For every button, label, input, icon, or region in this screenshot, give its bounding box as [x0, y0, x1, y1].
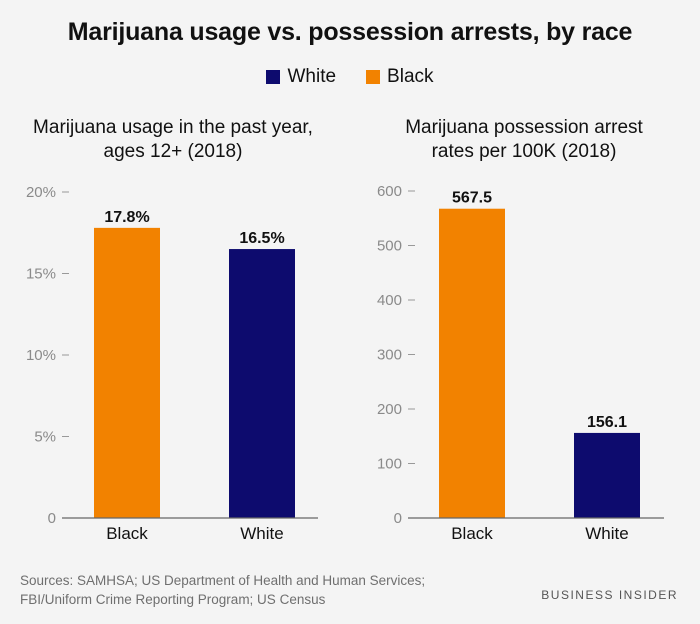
chart1-ytick-label-4: 20% — [26, 184, 56, 201]
chart2-ytick-label-1: 100 — [377, 456, 402, 473]
chart1-ytick-label-0: 0 — [48, 510, 56, 527]
legend: White Black — [0, 66, 700, 88]
chart2-title-line-2: rates per 100K (2018) — [432, 141, 617, 162]
chart2-title-line-1: Marijuana possession arrest — [405, 117, 643, 138]
sources-note: Sources: SAMHSA; US Department of Health… — [20, 571, 425, 609]
chart1-bar-white — [229, 249, 295, 519]
chart2-ytick-label-4: 400 — [377, 292, 402, 309]
chart1-ytick-label-2: 10% — [26, 347, 56, 364]
sources-line-2: FBI/Uniform Crime Reporting Program; US … — [20, 592, 326, 607]
legend-label-white: White — [287, 66, 337, 87]
sources-line-1: Sources: SAMHSA; US Department of Health… — [20, 573, 426, 588]
chart1-title-line-2: ages 12+ (2018) — [104, 141, 243, 162]
chart1-bar-black — [94, 227, 160, 519]
chart2-category-label-black: Black — [451, 524, 493, 543]
chart2-value-label-black: 567.5 — [452, 190, 492, 207]
legend-label-black: Black — [387, 66, 434, 87]
chart1-category-label-white: White — [240, 524, 283, 543]
brand-logo-text: BUSINESS INSIDER — [541, 588, 678, 602]
chart1-category-label-black: Black — [106, 524, 148, 543]
legend-item-black: Black — [366, 66, 434, 88]
chart-main-title: Marijuana usage vs. possession arrests, … — [67, 18, 633, 46]
chart1-ytick-label-1: 5% — [34, 429, 56, 446]
chart2-ytick-label-2: 200 — [377, 401, 402, 418]
chart2-ytick-label-0: 0 — [394, 510, 402, 527]
chart1-title-line-1: Marijuana usage in the past year, — [33, 117, 313, 138]
chart2-bar-white — [574, 432, 640, 518]
chart1-ytick-label-3: 15% — [26, 266, 56, 283]
legend-swatch-black — [366, 70, 381, 84]
chart2-ytick-label-5: 500 — [377, 238, 402, 255]
chart2-ytick-label-6: 600 — [377, 183, 402, 200]
chart2-value-label-white: 156.1 — [587, 414, 627, 431]
legend-item-white: White — [266, 66, 336, 88]
chart2-category-label-white: White — [585, 524, 628, 543]
chart1-value-label-white: 16.5% — [239, 230, 284, 247]
chart2-bar-black — [439, 208, 505, 518]
chart1-value-label-black: 17.8% — [104, 209, 149, 226]
chart2-ytick-label-3: 300 — [377, 347, 402, 364]
legend-swatch-white — [266, 70, 281, 84]
